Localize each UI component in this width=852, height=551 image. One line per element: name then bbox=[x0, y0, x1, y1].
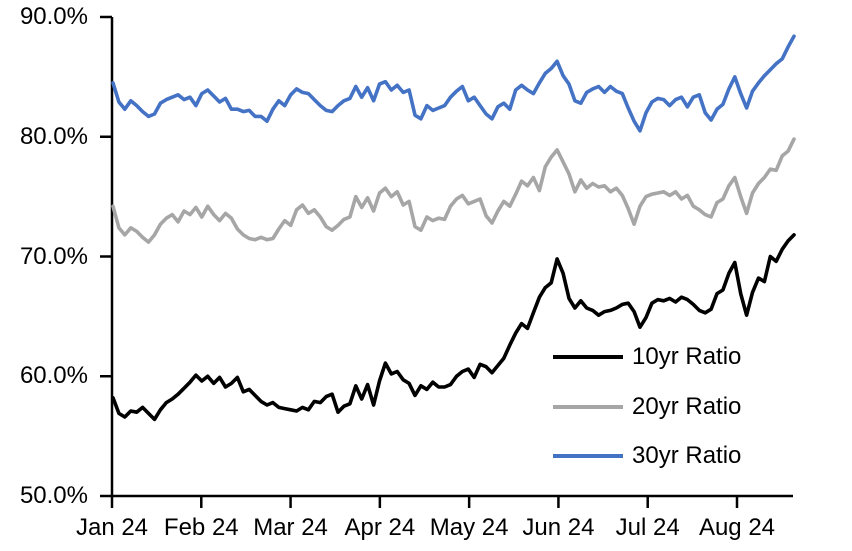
x-tick-label: Jul 24 bbox=[615, 514, 680, 541]
x-tick-label: Jan 24 bbox=[75, 514, 149, 541]
y-tick-label: 70.0% bbox=[19, 242, 88, 270]
y-tick-label: 80.0% bbox=[19, 122, 88, 150]
x-tick-label: Aug 24 bbox=[698, 514, 776, 541]
y-tick-label: 50.0% bbox=[19, 482, 88, 509]
y-tick-label: 60.0% bbox=[19, 362, 88, 390]
x-tick-label: Mar 24 bbox=[253, 514, 328, 541]
x-tick-label: May 24 bbox=[429, 514, 509, 541]
x-tick-label: Apr 24 bbox=[344, 514, 416, 541]
x-tick-label: Jun 24 bbox=[522, 514, 595, 541]
y-tick-label: 90.0% bbox=[19, 3, 88, 30]
x-tick-label: Feb 24 bbox=[163, 514, 239, 541]
